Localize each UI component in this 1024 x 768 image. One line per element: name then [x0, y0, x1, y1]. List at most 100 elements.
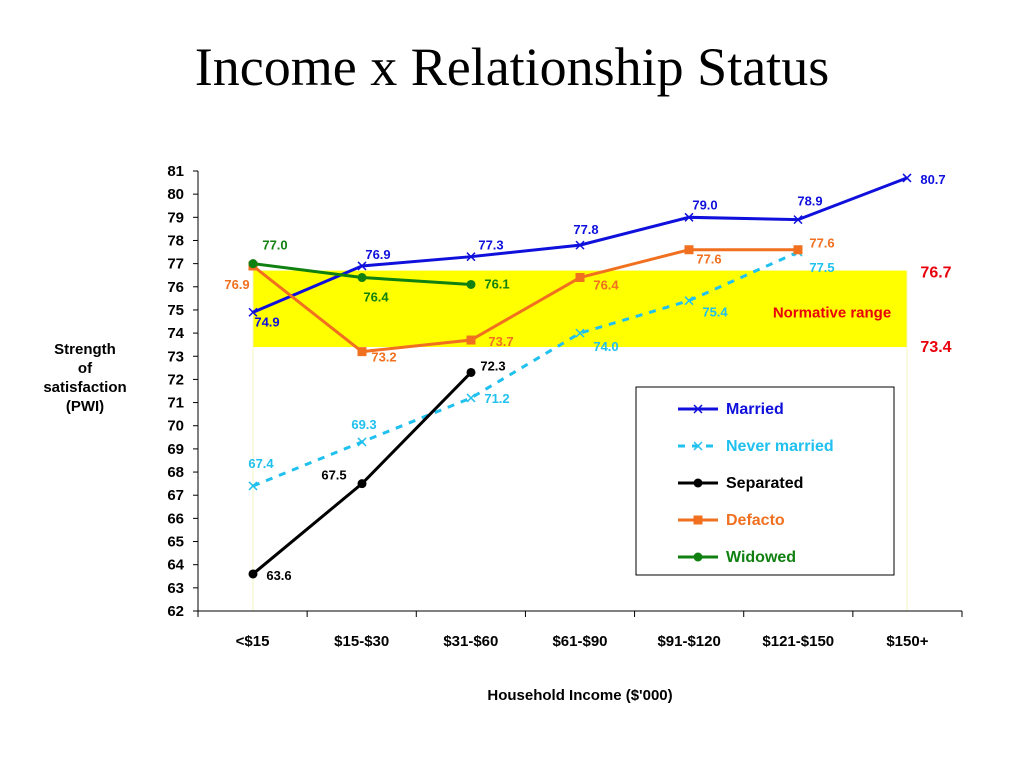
data-label: 77.0 — [262, 238, 287, 253]
y-tick-label: 72 — [167, 371, 184, 388]
y-axis-label-line: (PWI) — [65, 398, 105, 415]
data-point-marker — [684, 296, 694, 306]
legend-entry: Separated — [726, 475, 803, 492]
data-point-marker — [793, 245, 803, 255]
data-point-marker — [357, 261, 367, 271]
y-tick-label: 62 — [167, 603, 184, 620]
data-label: 76.1 — [484, 276, 509, 291]
data-label: 76.4 — [593, 278, 619, 293]
chart-title: Income x Relationship Status — [194, 37, 830, 97]
y-tick-label: 78 — [167, 232, 184, 249]
y-tick-label: 65 — [167, 534, 184, 551]
legend-box — [635, 386, 895, 576]
data-label: 80.7 — [920, 172, 945, 187]
legend-entry: Widowed — [726, 549, 796, 566]
legend-entry: Defacto — [726, 512, 785, 529]
data-point-marker — [684, 245, 694, 255]
data-label: 77.5 — [809, 260, 834, 275]
data-label: 77.8 — [573, 222, 598, 237]
normative-range-band — [253, 270, 907, 347]
legend-entry: Married — [726, 401, 784, 418]
y-axis-label-line: of — [77, 360, 93, 377]
data-label: 76.9 — [365, 247, 390, 262]
data-label: 76.9 — [224, 277, 249, 292]
x-tick-label: $61-$90 — [552, 633, 607, 650]
data-label: 74.0 — [593, 339, 618, 354]
normative-high-label: 76.7 — [920, 265, 951, 282]
y-tick-label: 66 — [167, 510, 184, 527]
data-label: 73.2 — [371, 350, 396, 365]
x-tick-label: $121-$150 — [762, 633, 834, 650]
y-tick-label: 70 — [167, 418, 184, 435]
y-tick-label: 63 — [167, 580, 184, 597]
data-point-marker — [693, 478, 703, 488]
x-tick-label: $15-$30 — [334, 633, 389, 650]
data-label: 77.3 — [478, 238, 503, 253]
data-point-marker — [248, 307, 258, 317]
legend-entry: Never married — [726, 438, 834, 455]
data-point-marker — [357, 479, 367, 489]
x-tick-label: $91-$120 — [657, 633, 720, 650]
normative-range-label: Normative range — [773, 304, 891, 321]
data-point-marker — [693, 441, 703, 451]
x-tick-label: $31-$60 — [443, 633, 498, 650]
x-tick-label: <$15 — [236, 633, 270, 650]
y-tick-label: 73 — [167, 348, 184, 365]
data-label: 78.9 — [797, 194, 822, 209]
data-point-marker — [466, 393, 476, 403]
y-tick-label: 80 — [167, 186, 184, 203]
y-tick-label: 69 — [167, 441, 184, 458]
data-point-marker — [575, 273, 585, 283]
y-tick-label: 81 — [167, 163, 184, 180]
data-point-marker — [357, 273, 367, 283]
data-label: 73.7 — [488, 334, 513, 349]
data-label: 67.4 — [248, 456, 274, 471]
y-tick-label: 67 — [167, 487, 184, 504]
series-line-never-married — [252, 250, 799, 488]
data-point-marker — [466, 367, 476, 377]
data-point-marker — [575, 240, 585, 250]
x-tick-label: $150+ — [886, 633, 928, 650]
data-point-marker — [575, 328, 585, 338]
data-point-marker — [693, 404, 703, 414]
data-point-marker — [248, 259, 258, 269]
data-label: 67.5 — [321, 468, 346, 483]
x-axis-label: Household Income ($'000) — [487, 687, 673, 704]
data-label: 71.2 — [484, 391, 509, 406]
data-label: 79.0 — [692, 197, 717, 212]
data-point-marker — [684, 212, 694, 222]
data-label: 74.9 — [254, 314, 279, 329]
normative-low-label: 73.4 — [920, 339, 951, 356]
y-tick-label: 76 — [167, 279, 184, 296]
data-label: 77.6 — [696, 252, 721, 267]
data-point-marker — [693, 552, 703, 562]
y-tick-label: 71 — [167, 395, 184, 412]
series-line-defacto — [252, 248, 798, 354]
data-point-marker — [466, 279, 476, 289]
data-label: 77.6 — [809, 236, 834, 251]
data-label: 75.4 — [702, 305, 728, 320]
y-tick-label: 75 — [167, 302, 184, 319]
series-line-separated — [252, 371, 473, 576]
data-point-marker — [693, 515, 703, 525]
data-point-marker — [248, 481, 258, 491]
y-axis-label: Strength of satisfaction (PWI) — [20, 340, 150, 416]
data-point-marker — [248, 569, 258, 579]
y-tick-label: 79 — [167, 209, 184, 226]
y-tick-label: 74 — [167, 325, 184, 342]
y-axis-label-line: Strength — [54, 341, 116, 358]
data-point-marker — [466, 335, 476, 345]
data-label: 63.6 — [266, 568, 291, 583]
y-axis-label-line: satisfaction — [43, 379, 127, 396]
y-tick-label: 68 — [167, 464, 184, 481]
data-label: 69.3 — [351, 417, 376, 432]
data-label: 72.3 — [480, 358, 505, 373]
data-point-marker — [466, 252, 476, 262]
data-point-marker — [793, 215, 803, 225]
data-point-marker — [357, 347, 367, 357]
y-tick-label: 64 — [167, 557, 184, 574]
data-point-marker — [902, 173, 912, 183]
data-label: 76.4 — [363, 290, 389, 305]
y-tick-label: 77 — [167, 256, 184, 273]
